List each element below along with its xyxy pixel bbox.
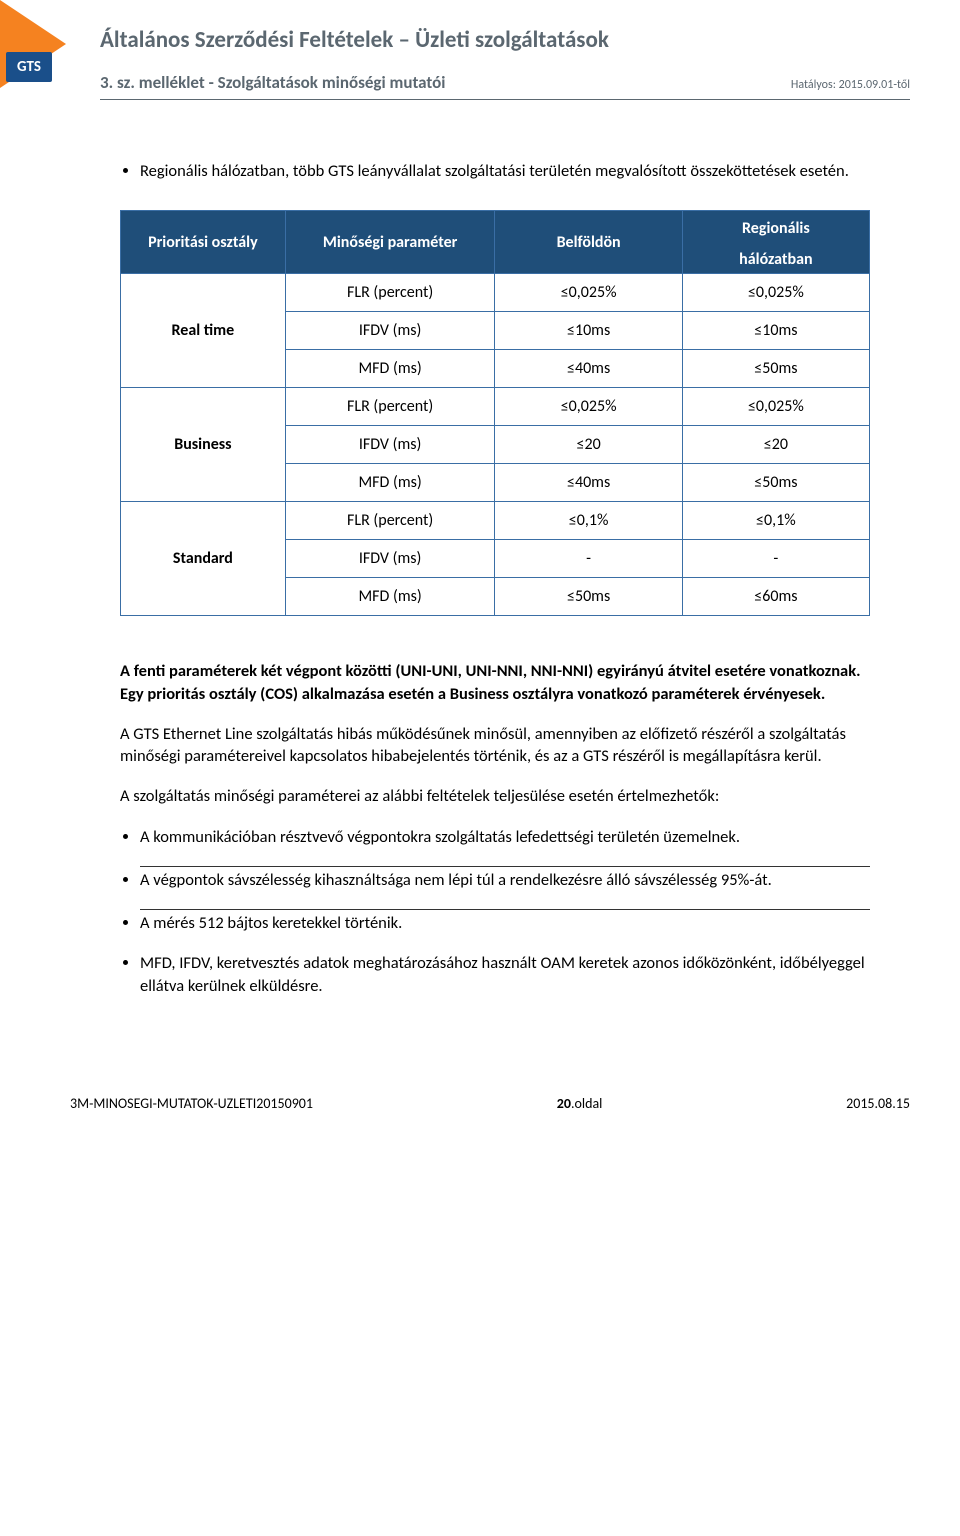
condition-item: A végpontok sávszélesség kihasználtsága …: [140, 866, 870, 891]
document-subtitle: 3. sz. melléklet - Szolgáltatások minősé…: [100, 72, 445, 93]
effective-date: Hatályos: 2015.09.01-től: [791, 78, 910, 92]
cell-value: -: [682, 540, 869, 578]
note-paragraph-1: A fenti paraméterek két végpont közötti …: [120, 660, 870, 705]
cell-value: ≤10ms: [495, 312, 682, 350]
cell-value: ≤0,025%: [682, 388, 869, 426]
condition-item: MFD, IFDV, keretvesztés adatok meghatáro…: [140, 952, 870, 997]
header-text-block: Általános Szerződési Feltételek – Üzleti…: [100, 26, 910, 93]
note-paragraph-2: A GTS Ethernet Line szolgáltatás hibás m…: [120, 723, 870, 768]
cell-value: ≤10ms: [682, 312, 869, 350]
cell-param: FLR (percent): [285, 502, 495, 540]
cell-param: IFDV (ms): [285, 312, 495, 350]
table-row: Business FLR (percent) ≤0,025% ≤0,025%: [121, 388, 870, 426]
gts-logo: GTS: [6, 52, 52, 82]
quality-parameters-table: Prioritási osztály Minőségi paraméter Be…: [120, 210, 870, 616]
bullet-underline: [140, 909, 870, 910]
cell-value: ≤60ms: [682, 578, 869, 616]
cell-param: FLR (percent): [285, 388, 495, 426]
cell-param: MFD (ms): [285, 350, 495, 388]
cell-value: ≤40ms: [495, 350, 682, 388]
condition-item: A kommunikációban résztvevő végpontokra …: [140, 826, 870, 848]
cell-value: ≤20: [682, 426, 869, 464]
header-rule: [100, 99, 910, 100]
col-domestic: Belföldön: [495, 211, 682, 274]
page-footer: 3M-MINOSEGI-MUTATOK-UZLETI20150901 20.ol…: [0, 1055, 960, 1130]
cell-value: ≤20: [495, 426, 682, 464]
priority-standard-label: Standard: [121, 502, 286, 616]
col-priority-class: Prioritási osztály: [121, 211, 286, 274]
cell-value: ≤40ms: [495, 464, 682, 502]
table-header-row: Prioritási osztály Minőségi paraméter Be…: [121, 211, 870, 274]
cell-value: -: [495, 540, 682, 578]
intro-list: Regionális hálózatban, több GTS leányvál…: [140, 160, 870, 182]
conditions-list: A kommunikációban résztvevő végpontokra …: [140, 826, 870, 997]
page-header: GTS Általános Szerződési Feltételek – Üz…: [0, 0, 960, 100]
cell-value: ≤0,025%: [495, 388, 682, 426]
cell-value: ≤0,1%: [682, 502, 869, 540]
cell-value: ≤0,025%: [495, 274, 682, 312]
bullet-underline: [140, 866, 870, 867]
cell-value: ≤0,1%: [495, 502, 682, 540]
cell-value: ≤0,025%: [682, 274, 869, 312]
note-paragraph-3: A szolgáltatás minőségi paraméterei az a…: [120, 785, 870, 807]
col-quality-param: Minőségi paraméter: [285, 211, 495, 274]
table-row: Real time FLR (percent) ≤0,025% ≤0,025%: [121, 274, 870, 312]
footer-date: 2015.08.15: [846, 1095, 910, 1112]
cell-param: IFDV (ms): [285, 540, 495, 578]
footer-page-number: 20.oldal: [557, 1095, 603, 1112]
condition-item: A mérés 512 bájtos keretekkel történik.: [140, 909, 870, 934]
col-regional-network: Regionális hálózatban: [682, 211, 869, 274]
cell-param: MFD (ms): [285, 578, 495, 616]
cell-value: ≤50ms: [495, 578, 682, 616]
page-content: Regionális hálózatban, több GTS leányvál…: [0, 100, 960, 1055]
priority-realtime-label: Real time: [121, 274, 286, 388]
cell-param: IFDV (ms): [285, 426, 495, 464]
cell-value: ≤50ms: [682, 350, 869, 388]
document-title: Általános Szerződési Feltételek – Üzleti…: [100, 26, 910, 54]
priority-business-label: Business: [121, 388, 286, 502]
footer-doc-id: 3M-MINOSEGI-MUTATOK-UZLETI20150901: [70, 1095, 313, 1112]
intro-bullet: Regionális hálózatban, több GTS leányvál…: [140, 160, 870, 182]
cell-param: FLR (percent): [285, 274, 495, 312]
cell-param: MFD (ms): [285, 464, 495, 502]
cell-value: ≤50ms: [682, 464, 869, 502]
table-row: Standard FLR (percent) ≤0,1% ≤0,1%: [121, 502, 870, 540]
